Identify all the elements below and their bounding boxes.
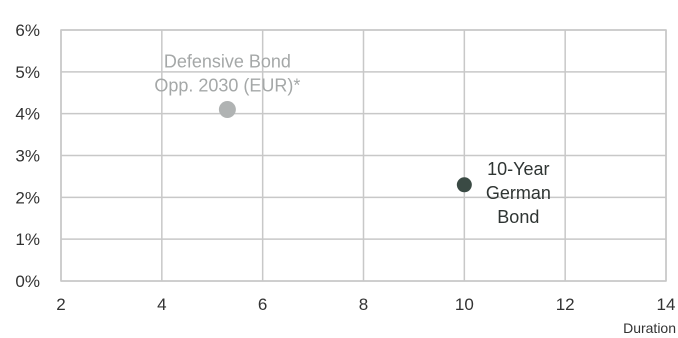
x-tick-label: 6: [258, 295, 267, 314]
points-layer: [218, 100, 472, 193]
x-tick-label: 2: [56, 295, 65, 314]
labels-layer: Defensive Bond Opp. 2030 (EUR)* 10-Year Ger…: [154, 51, 551, 226]
x-tick-label: 14: [657, 295, 676, 314]
x-axis-title: Duration: [623, 320, 676, 336]
point-label-line: Bond: [497, 207, 539, 227]
y-tick-label: 4%: [15, 105, 40, 124]
x-tick-label: 10: [455, 295, 474, 314]
point-label-line: German: [486, 183, 551, 203]
axes-layer: 0% 1% 2% 3% 4% 5% 6% 2 4 6 8 10 12 14: [15, 21, 675, 314]
data-point: [456, 177, 472, 193]
point-label: Defensive Bond Opp. 2030 (EUR)*: [154, 51, 300, 95]
y-tick-label: 1%: [15, 230, 40, 249]
x-tick-label: 12: [556, 295, 575, 314]
y-tick-label: 6%: [15, 21, 40, 40]
point-label-line: Opp. 2030 (EUR)*: [154, 75, 300, 95]
x-tick-label: 8: [359, 295, 368, 314]
point-label-line: 10-Year: [487, 159, 549, 179]
y-tick-label: 2%: [15, 188, 40, 207]
point-label-line: Defensive Bond: [164, 51, 291, 71]
y-tick-label: 5%: [15, 63, 40, 82]
x-tick-label: 4: [157, 295, 166, 314]
y-tick-label: 3%: [15, 147, 40, 166]
data-point: [218, 100, 236, 118]
grid-layer: [60, 29, 667, 282]
point-label: 10-Year German Bond: [486, 159, 551, 227]
y-tick-label: 0%: [15, 272, 40, 291]
plot-frame: [60, 29, 667, 282]
